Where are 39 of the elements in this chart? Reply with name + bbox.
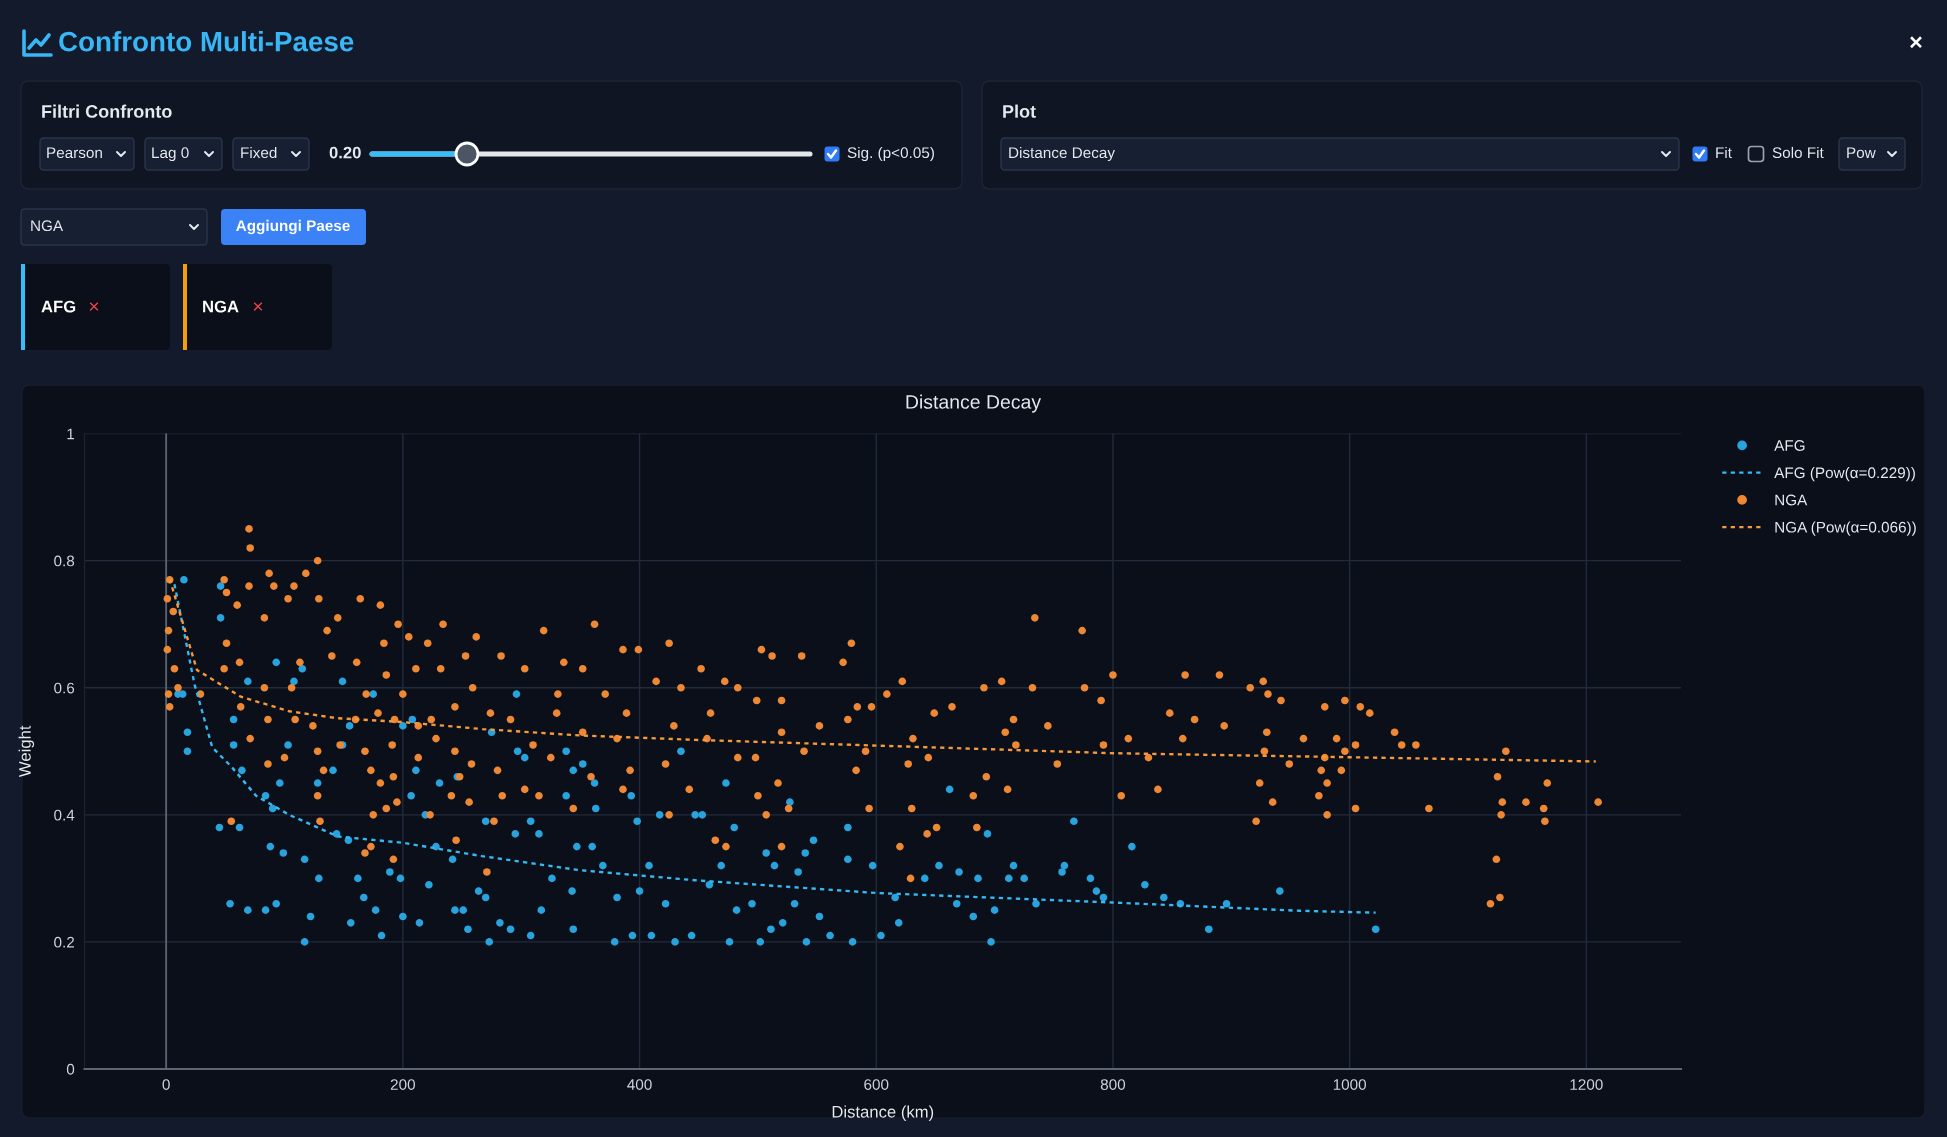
text: Filtri Confronto	[42, 104, 172, 118]
text: ×	[89, 302, 99, 311]
text: ×	[253, 302, 263, 311]
text: Fixed	[241, 146, 277, 159]
x-tick-label: 800	[1100, 1079, 1126, 1090]
x-tick-label: 0	[162, 1079, 170, 1090]
text: Lag 0	[152, 147, 189, 162]
text: AFG	[41, 300, 76, 313]
text: Distance Decay	[1009, 146, 1115, 162]
y-tick-label: 0.6	[54, 682, 75, 694]
text: Fit	[1716, 146, 1732, 159]
text: Aggiungi Paese	[236, 219, 350, 235]
text: Pow	[1847, 147, 1876, 159]
chart-title: Distance Decay	[906, 394, 1042, 413]
text: NGA	[203, 300, 239, 313]
x-tick-label: 400	[627, 1079, 652, 1090]
y-tick-label: 0	[66, 1063, 75, 1075]
x-tick-label: 600	[864, 1079, 889, 1090]
text: 0.20	[329, 146, 361, 159]
y-tick-label: 1	[67, 428, 75, 440]
x-tick-label: 1200	[1570, 1079, 1603, 1090]
text: Solo Fit	[1772, 146, 1824, 159]
text: Confronto Multi-Paese	[59, 31, 354, 52]
text: Sig. (p<0.05)	[847, 146, 934, 162]
y-tick-label: 0.4	[54, 809, 75, 821]
x-tick-label: 200	[390, 1079, 415, 1090]
text: Plot	[1003, 104, 1036, 118]
x-tick-label: 1000	[1333, 1079, 1367, 1090]
legend-label: NGA	[1775, 494, 1808, 506]
legend-label: AFG	[1774, 440, 1805, 451]
y-tick-label: 0.2	[54, 936, 75, 948]
legend-label: NGA (Pow(α=0.066))	[1775, 521, 1916, 536]
text: Pearson	[47, 147, 102, 159]
y-tick-label: 0.8	[54, 555, 75, 567]
x-axis-title: Distance (km)	[832, 1105, 934, 1121]
text: ×	[1910, 36, 1922, 49]
text: NGA	[31, 220, 64, 232]
legend-label: AFG (Pow(α=0.229))	[1774, 466, 1915, 482]
y-axis-title: Weight	[18, 725, 35, 778]
